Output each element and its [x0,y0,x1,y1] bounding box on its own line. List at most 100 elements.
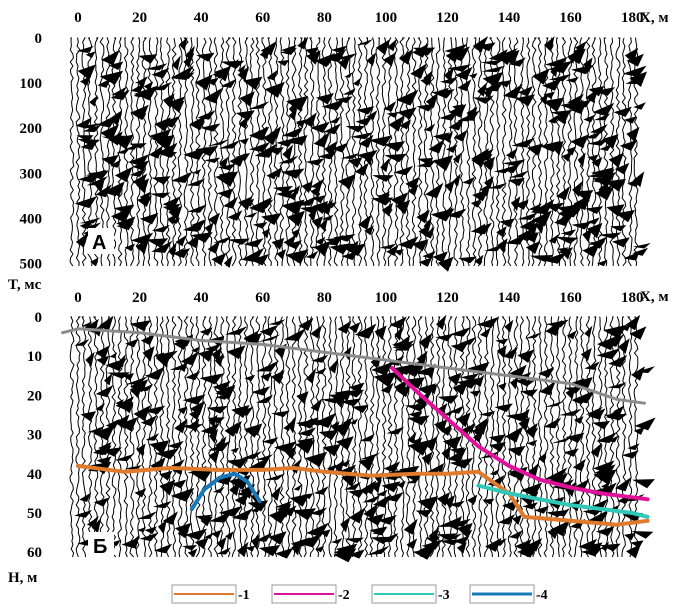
seismic-wavelet [476,316,499,329]
seismic-wavelet [116,148,129,154]
y-tick-label: 30 [27,428,42,444]
seismic-wavelet [319,218,328,232]
seismic-trace [291,316,297,558]
seismic-wavelet [432,251,448,263]
seismic-wavelet [170,65,194,80]
seismic-trace [129,37,135,267]
seismic-wavelet [505,148,518,160]
seismic-wavelet [117,354,126,368]
seismic-wavelet [249,141,271,153]
seismic-trace [381,316,387,558]
seismic-wavelet [208,440,231,452]
seismic-wavelet [593,469,617,485]
seismic-wavelet [200,516,212,527]
seismic-wavelet [482,156,496,171]
seismic-wavelet [129,168,146,177]
seismic-wavelet [136,443,146,457]
panel-a: 0 20 40 60 80 100 120 140 160 180 0 100 200 300 400 50… [8,10,669,293]
seismic-wavelet [560,229,577,236]
seismic-wavelet [416,350,428,366]
seismic-wavelet [514,539,532,552]
seismic-wavelet [313,486,329,495]
seismic-wavelet [629,326,647,340]
seismic-wavelet [384,492,404,502]
seismic-wavelet [615,210,635,223]
seismic-wavelet [113,204,134,214]
seismic-wavelet [337,173,356,190]
seismic-wavelet [504,319,514,333]
seismic-wavelet [551,140,564,156]
seismic-trace [69,316,75,558]
x-tick-label: 80 [317,10,332,26]
seismic-wavelet [200,123,221,132]
seismic-wavelet [306,367,317,384]
seismic-wavelet [240,247,265,263]
seismic-wavelet [116,216,136,231]
seismic-wavelet [335,96,353,104]
seismic-wavelet [542,78,562,91]
seismic-wavelet [428,139,445,154]
seismic-wavelet [496,226,507,238]
seismic-wavelet [481,182,491,197]
seismic-wavelet [474,417,488,430]
seismic-wavelet [130,104,149,121]
seismic-wavelet [439,76,458,85]
seismic-wavelet [452,152,462,164]
seismic-wavelet [306,50,321,65]
seismic-wavelet [592,460,615,473]
seismic-wavelet [124,243,136,252]
seismic-wavelet [542,97,565,113]
seismic-wavelet [447,500,465,508]
seismic-wavelet [111,86,127,97]
seismic-trace [483,316,489,558]
seismic-wavelet [158,115,180,128]
seismic-wavelet [253,199,274,209]
seismic-wavelet [291,135,308,146]
seismic-wavelet [132,173,148,187]
seismic-wavelet [182,219,207,232]
seismic-wavelet [248,423,263,436]
seismic-wavelet [574,99,592,108]
seismic-wavelet [280,44,297,53]
seismic-wavelet [361,480,377,495]
seismic-wavelet [534,505,549,514]
seismic-wavelet [318,150,337,160]
seismic-wavelet [93,424,116,441]
seismic-wavelet [470,199,481,208]
seismic-wavelet [247,101,270,110]
seismic-wavelet [459,110,480,121]
x-tick-label: 40 [194,290,209,306]
seismic-trace [117,316,123,558]
seismic-wavelet [528,203,542,212]
seismic-wavelet [296,534,321,548]
seismic-trace [615,316,621,558]
seismic-wavelet [168,241,177,258]
seismic-wavelet [396,480,406,489]
seismic-wavelet [417,496,438,512]
seismic-wavelet [172,55,181,71]
seismic-wavelet [177,72,195,79]
seismic-wavelet [364,151,374,166]
seismic-wavelet [592,102,615,117]
seismic-wavelet [159,151,178,158]
seismic-wavelet [576,377,593,391]
seismic-wavelet [149,81,173,91]
x-tick-label: 0 [74,290,82,306]
seismic-wavelet [227,210,243,221]
seismic-trace [387,316,393,558]
seismic-wavelet [226,458,248,469]
seismic-trace [321,37,327,267]
seismic-wavelet [215,171,239,187]
seismic-wavelet [474,254,484,266]
seismic-wavelet [370,480,382,493]
seismic-wavelet [343,346,352,361]
seismic-wavelet [479,327,491,338]
y-tick-label: 0 [35,31,43,47]
seismic-trace [621,316,627,558]
seismic-wavelet [289,493,310,507]
seismic-wavelet [261,213,282,226]
seismic-wavelet [218,505,243,517]
seismic-wavelet [214,353,224,367]
seismic-wavelet [90,257,99,267]
